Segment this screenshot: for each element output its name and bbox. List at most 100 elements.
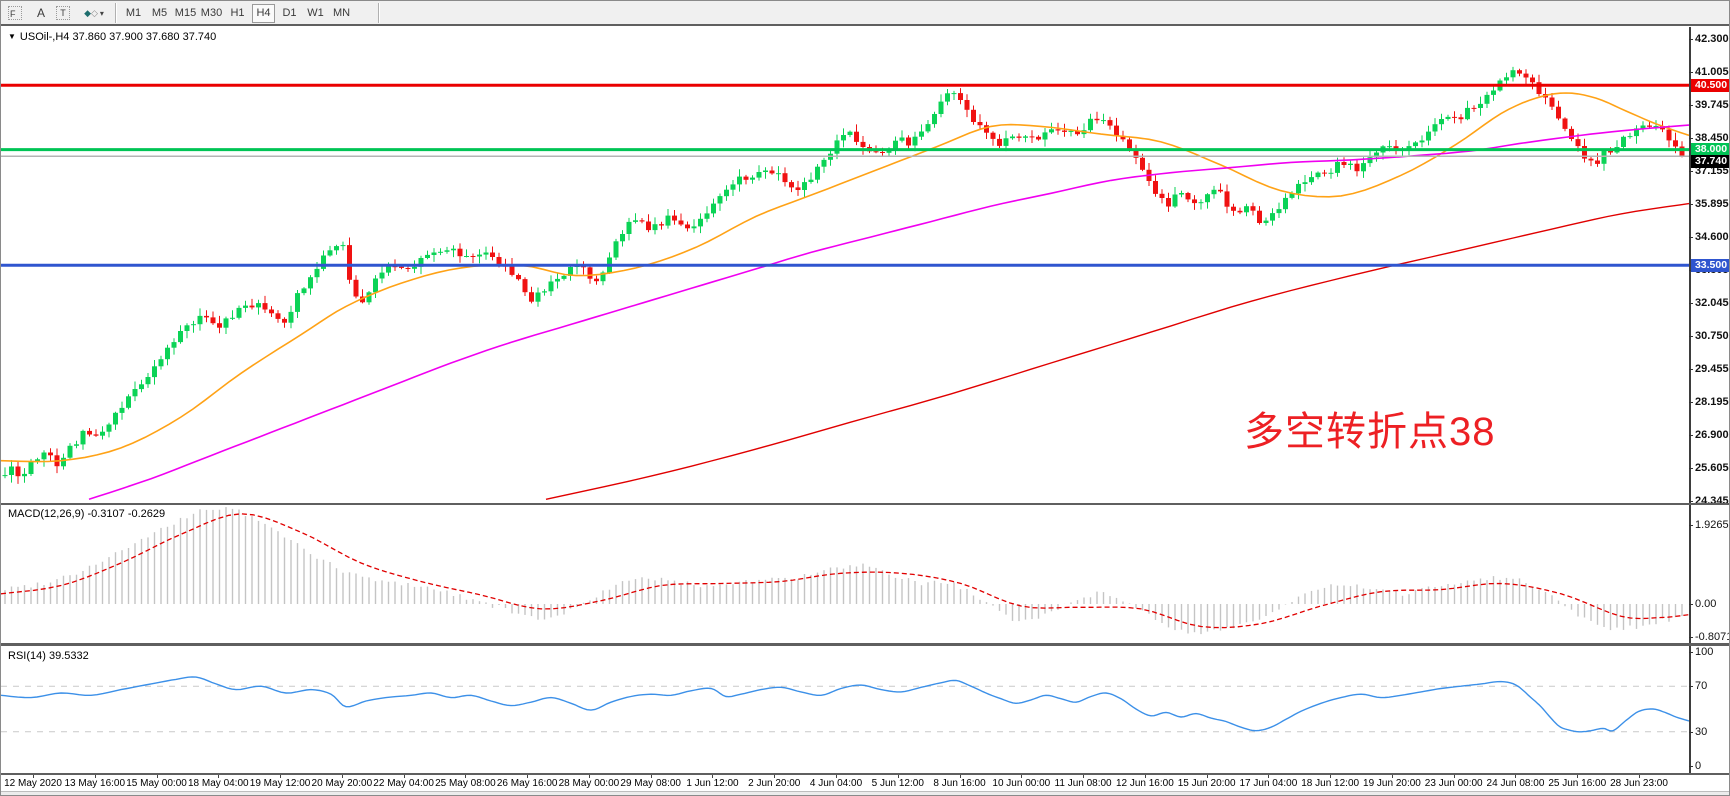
chevron-down-icon[interactable]: ▾ [99,8,104,18]
time-axis-label: 29 May 08:00 [620,778,681,789]
axis-tick-mark [1689,434,1693,436]
axis-tick-mark [1689,72,1693,74]
rsi-axis-label: 0 [1695,760,1702,772]
time-tick-mark [650,775,652,778]
price-tick-label: 34.600 [1695,230,1729,243]
text-tool-icon[interactable]: A [31,4,51,22]
axis-tick-mark [1689,369,1693,371]
price-level-badge: 38.000 [1691,143,1729,157]
time-axis-label: 8 Jun 16:00 [933,778,986,789]
time-axis[interactable]: 12 May 2020 13 May 16:00 15 May 00:00 18 Ma… [1,775,1729,791]
timeframe-button-m15[interactable]: M15 [174,7,197,19]
time-axis-label: 15 Jun 20:00 [1177,778,1236,789]
time-axis-label: 10 Jun 00:00 [992,778,1051,789]
price-chart-panel[interactable] [1,27,1689,503]
macd-axis-label: 1.9265 [1695,519,1729,531]
price-tick-label: 38.450 [1695,131,1729,144]
time-axis-label: 25 May 08:00 [435,778,496,789]
macd-histogram [4,507,1683,635]
window-bottom-edge [1,791,1729,795]
axis-tick-mark [1689,137,1693,139]
price-tick-label: 35.895 [1695,197,1729,210]
timeframe-button-h4[interactable]: H4 [252,4,275,23]
macd-axis-label: -0.8071 [1695,631,1730,643]
time-axis-label: 12 Jun 16:00 [1115,778,1174,789]
time-tick-mark [1639,775,1641,778]
time-tick-mark [403,775,405,778]
price-level-badge: 33.500 [1691,258,1729,272]
time-tick-mark [1453,775,1455,778]
axis-tick-mark [1689,104,1693,106]
chart-annotation: 多空转折点38 [1244,410,1496,454]
macd-signal-line [1,513,1689,629]
time-tick-mark [218,775,220,778]
time-axis-label: 2 Jun 20:00 [748,778,801,789]
axis-tick-mark [1689,401,1693,403]
price-level-badge: 40.500 [1691,78,1729,92]
time-tick-mark [1206,775,1208,778]
macd-label: MACD(12,26,9) -0.3107 -0.2629 [8,508,166,520]
axis-tick-mark [1689,203,1693,205]
panel-splitter[interactable] [1,503,1729,505]
time-axis-label: 25 Jun 16:00 [1548,778,1607,789]
timeframe-button-w1[interactable]: W1 [307,7,324,19]
time-axis-label: 17 Jun 04:00 [1239,778,1298,789]
time-tick-mark [1330,775,1332,778]
rsi-axis-label: 100 [1695,646,1714,658]
price-tick-label: 25.605 [1695,462,1729,475]
time-tick-mark [1515,775,1517,778]
axis-tick-mark [1689,468,1693,470]
text-label-tool-icon[interactable]: T [53,4,73,22]
timeframe-button-m5[interactable]: M5 [151,7,168,19]
rsi-panel[interactable] [1,646,1689,773]
time-tick-mark [897,775,899,778]
time-tick-mark [588,775,590,778]
time-tick-mark [465,775,467,778]
time-tick-mark [94,775,96,778]
timeframe-button-d1[interactable]: D1 [282,7,297,19]
rsi-axis-label: 30 [1695,725,1708,738]
ma-mid-magenta [88,124,1689,501]
time-axis-label: 18 Jun 12:00 [1301,778,1360,789]
price-tick-label: 37.155 [1695,165,1729,178]
time-axis-label: 20 May 20:00 [311,778,373,789]
time-axis-label: 4 Jun 04:00 [809,778,863,789]
timeframe-button-m1[interactable]: M1 [125,7,142,19]
chart-title-text: USOil-,H4 37.860 37.900 37.680 37.740 [19,31,217,43]
axis-tick-mark [1689,637,1693,638]
panel-splitter[interactable] [1,643,1729,646]
time-axis-label: 5 Jun 12:00 [871,778,924,789]
fibonacci-glyph: F [8,6,22,20]
timeframe-button-m30[interactable]: M30 [200,7,223,19]
time-axis-label: 1 Jun 12:00 [686,778,739,789]
rsi-axis-label: 70 [1695,680,1708,693]
time-axis-label: 24 Jun 08:00 [1486,778,1545,789]
time-tick-mark [712,775,714,778]
time-tick-mark [774,775,776,778]
time-tick-mark [1021,775,1023,778]
time-axis-label: 22 May 04:00 [373,778,434,789]
axis-tick-mark [1689,236,1693,238]
macd-panel[interactable] [1,505,1689,643]
macd-axis-label: 0.00 [1695,598,1717,610]
time-tick-mark [156,775,158,778]
diamond-outline-icon: ◇ [90,7,98,18]
time-tick-mark [1268,775,1270,778]
toolbar-separator [378,3,380,23]
arrows-tool-icon[interactable]: ◆ ◇ ▾ [79,4,109,22]
time-tick-mark [1577,775,1579,778]
time-axis-label: 19 Jun 20:00 [1363,778,1421,789]
time-axis-label: 18 May 04:00 [187,778,249,789]
bid-price-badge: 37.740 [1691,155,1729,169]
price-tick-label: 39.745 [1695,98,1729,111]
chart-title[interactable]: ▼ USOil-,H4 37.860 37.900 37.680 37.740 [8,31,216,43]
timeframe-button-h1[interactable]: H1 [230,7,245,19]
axis-tick-mark [1689,766,1693,767]
collapse-triangle-icon[interactable]: ▼ [8,32,16,41]
rsi-label: RSI(14) 39.5332 [8,650,89,662]
timeframe-button-mn[interactable]: MN [332,7,351,19]
fibonacci-tool-icon[interactable]: F [5,4,25,22]
time-axis-label: 12 May 2020 [4,778,62,789]
axis-tick-mark [1689,525,1693,526]
price-tick-label: 32.045 [1695,296,1729,309]
